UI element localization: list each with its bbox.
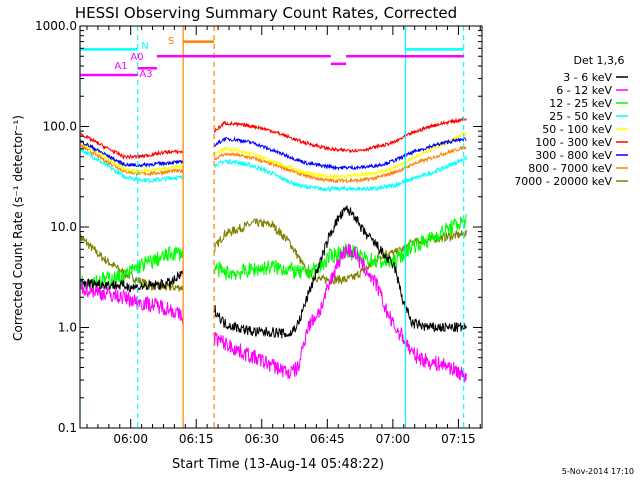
series-line-6 [80, 136, 467, 171]
x-axis-label: Start Time (13-Aug-14 05:48:22) [172, 457, 384, 472]
series-line-4 [80, 132, 467, 180]
series-line-3 [80, 148, 467, 193]
flag-label-4: A3 [139, 69, 152, 80]
y-tick-label-3: 100.0 [43, 120, 77, 134]
y-tick-label-1: 1.0 [58, 321, 77, 335]
flag-label-1: S [168, 36, 174, 47]
legend-label-6: 300 - 800 keV [535, 149, 612, 162]
legend-label-5: 100 - 300 keV [535, 136, 612, 149]
legend-label-2: 12 - 25 keV [549, 97, 612, 110]
x-tick-label-4: 07:00 [376, 432, 411, 446]
y-tick-label-2: 10.0 [50, 220, 77, 234]
y-tick-label-4: 1000.0 [35, 19, 77, 33]
y-tick-label-0: 0.1 [58, 421, 77, 435]
flag-label-2: A0 [130, 52, 143, 63]
series-line-1 [80, 243, 467, 383]
series-line-7 [80, 144, 467, 184]
flag-label-0: N [141, 41, 148, 52]
legend-title: Det 1,3,6 [573, 54, 624, 67]
legend-label-3: 25 - 50 keV [549, 110, 612, 123]
legend-label-8: 7000 - 20000 keV [514, 175, 612, 188]
y-axis-label: Corrected Count Rate (s⁻¹ detector⁻¹) [11, 115, 25, 341]
footer-timestamp: 5-Nov-2014 17:10 [562, 467, 634, 476]
flag-label-3: A1 [114, 61, 127, 72]
legend-label-4: 50 - 100 keV [542, 123, 612, 136]
x-tick-label-2: 06:30 [244, 432, 279, 446]
chart-title: HESSI Observing Summary Count Rates, Cor… [75, 4, 457, 22]
series-line-5 [80, 116, 467, 160]
x-tick-label-5: 07:15 [441, 432, 476, 446]
series-line-0 [80, 205, 467, 339]
x-tick-label-0: 06:00 [113, 432, 148, 446]
legend-label-0: 3 - 6 keV [563, 71, 612, 84]
legend-label-1: 6 - 12 keV [556, 84, 612, 97]
legend-label-7: 800 - 7000 keV [528, 162, 612, 175]
x-tick-label-3: 06:45 [310, 432, 345, 446]
x-tick-label-1: 06:15 [179, 432, 214, 446]
